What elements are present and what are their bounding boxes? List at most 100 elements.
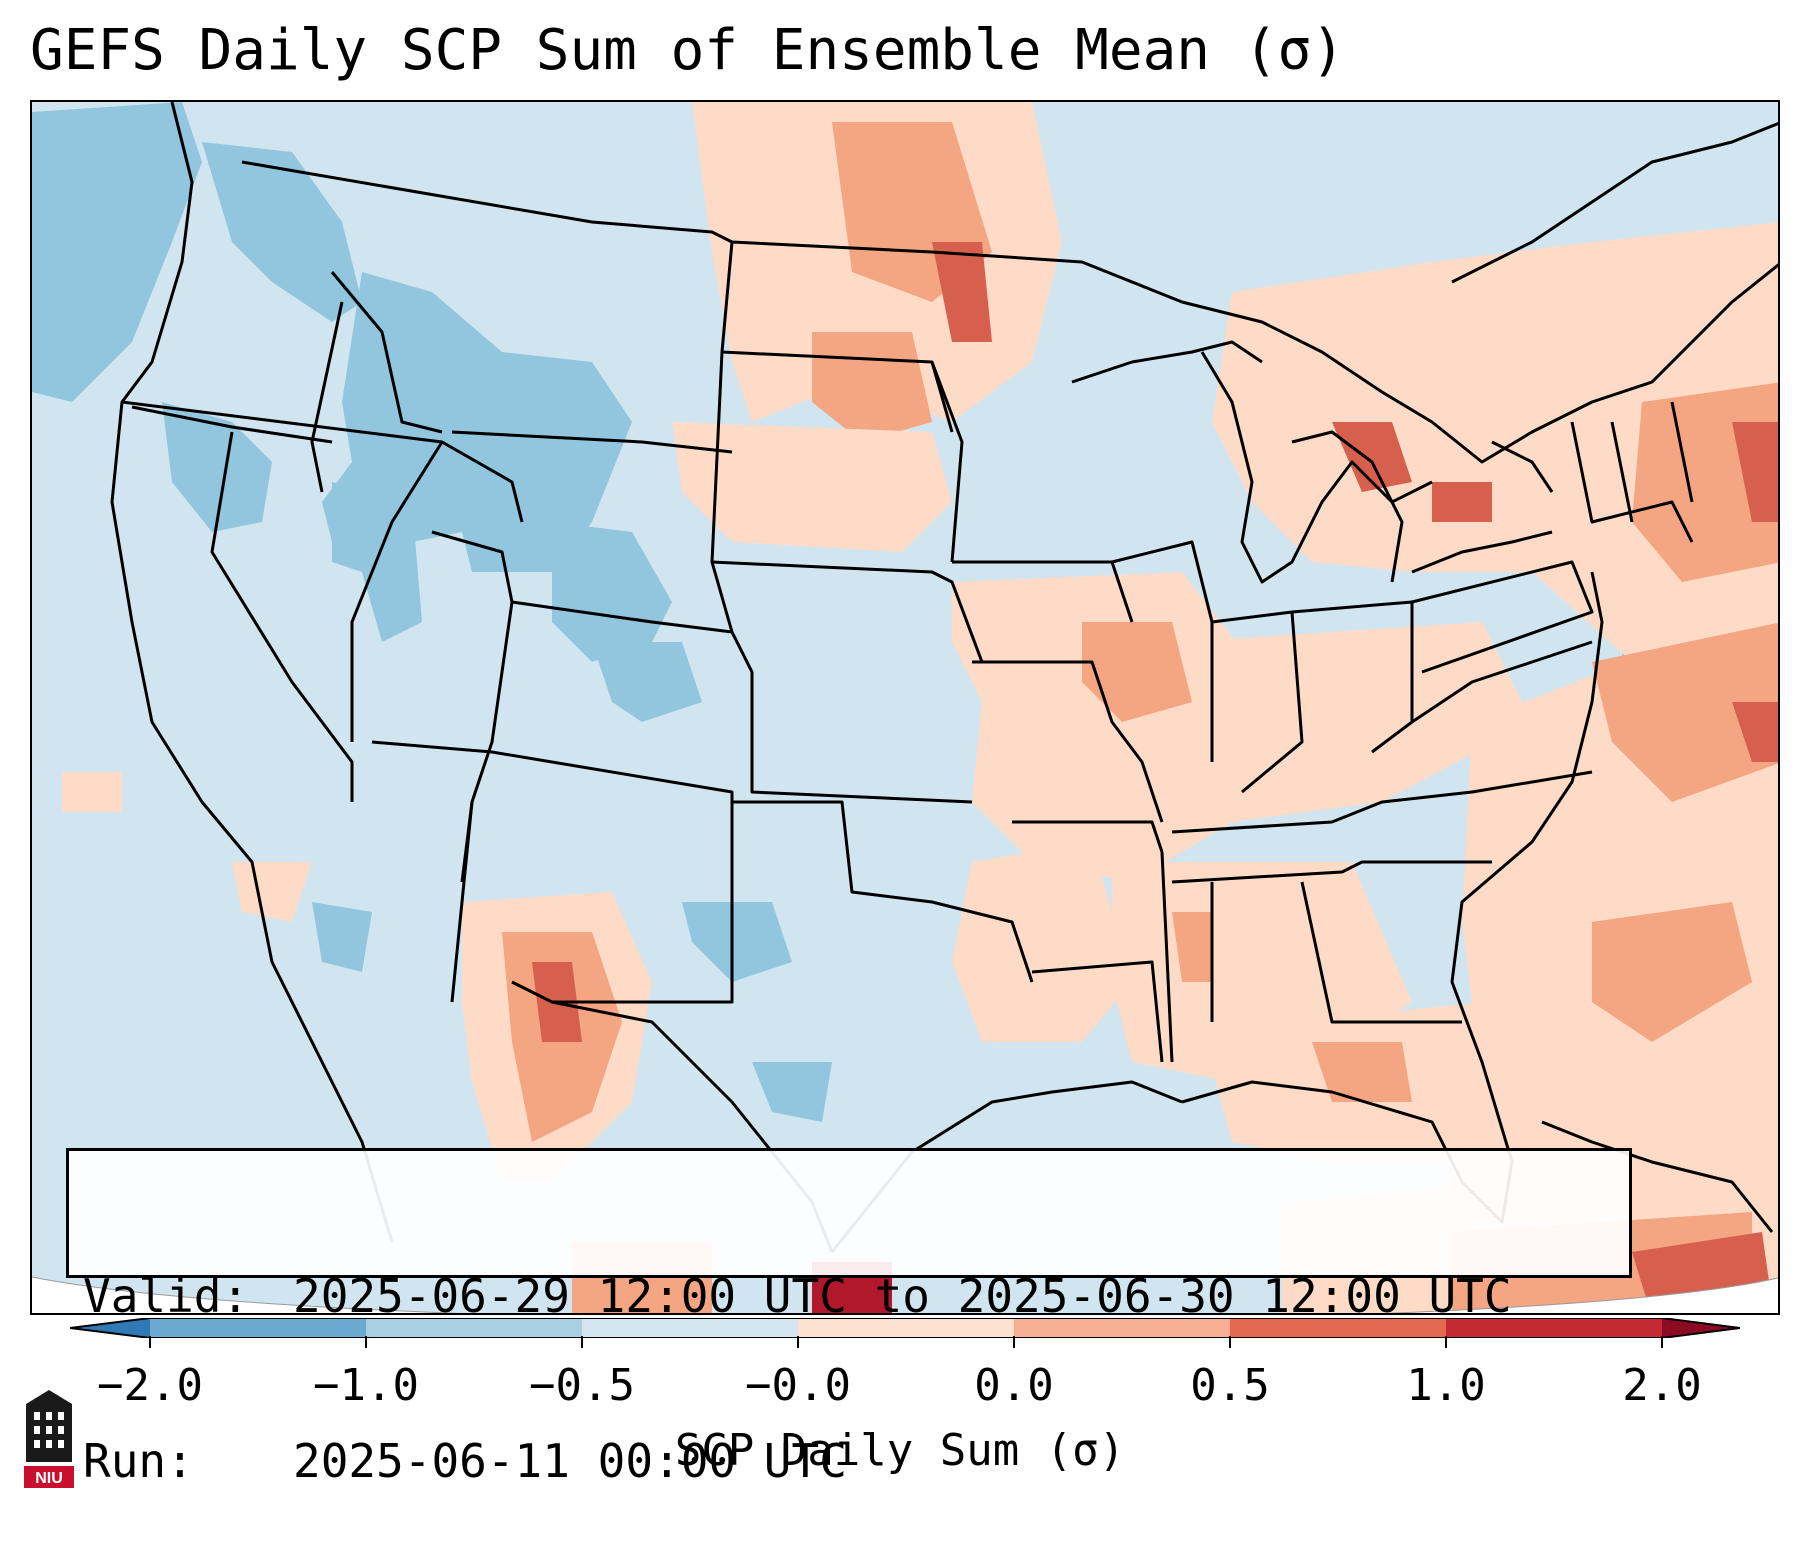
us-canada-border-east [1181,260,1778,464]
iowa-missouri-border [972,660,1164,823]
idaho-oregon-border [310,301,344,493]
california-nevada-border [210,431,354,802]
atlantic-positive-mid-north [1592,622,1778,802]
pacific-positive [62,772,122,812]
colorbar-extend-high [1662,1318,1740,1338]
kansas-border [730,631,973,804]
valid-label: Valid: [83,1269,250,1323]
tick-label-6: 0.5 [1190,1360,1270,1411]
lake-michigan-shore [1200,351,1433,584]
run-row: Run: 2025-06-11 00:00 UTC [83,1434,1629,1489]
idaho-montana-border [330,271,443,434]
valid-row: Valid: 2025-06-29 12:00 UTC to 2025-06-30… [83,1269,1629,1324]
virginia-border [1411,640,1593,724]
colorbar-segment-4 [798,1318,1014,1338]
tick-label-5: 0.0 [974,1360,1054,1411]
run-label: Run: [83,1434,194,1488]
oregon-negative [162,402,272,532]
pacific-nw-offshore-negative [32,102,202,402]
maine-border [1670,401,1694,503]
tick-label-7: 1.0 [1406,1360,1486,1411]
positive-anomaly-regions [62,102,1778,1313]
tick-label-8: 2.0 [1622,1360,1702,1411]
mississippi-positive-mid [1172,912,1212,982]
colorbar-segment-1 [150,1318,366,1338]
arizona-newmexico-border [450,801,474,1003]
st-lawrence-shore [1451,120,1778,284]
utah-nevada-border [350,441,444,742]
bahamas-cuba-outline [1541,1120,1774,1233]
niu-logo-banner [24,1466,74,1488]
texas-negative [682,902,792,982]
tick-label-1: −2.0 [97,1360,203,1411]
arkansas-louisiana-border [1031,960,1164,1063]
colorbar-segment-2 [366,1318,582,1338]
map-title: GEFS Daily SCP Sum of Ensemble Mean (σ) [30,18,1345,83]
colorbar-segment-3 [582,1318,798,1338]
tick-label-4: −0.0 [745,1360,851,1411]
valid-run-info-box: Valid: 2025-06-29 12:00 UTC to 2025-06-30… [66,1148,1632,1488]
niu-logo: NIU [24,1390,74,1488]
forecast-map [30,100,1780,1315]
tennessee-southern-border [1171,860,1492,884]
vermont-nh-border [1610,421,1634,523]
tennessee-kentucky-border [1171,770,1593,834]
colorbar-extend-low [70,1318,150,1338]
map-canvas [32,102,1778,1313]
valid-value: 2025-06-29 12:00 UTC to 2025-06-30 12:00… [293,1269,1512,1323]
washington-negative [202,142,362,322]
wisconsin-illinois-border [1111,540,1214,762]
wyoming-negative [552,522,672,662]
southern-california-positive [232,862,312,922]
colorbar-segment-6 [1230,1318,1446,1338]
south-texas-negative [752,1062,832,1122]
pennsylvania-border [1411,560,1594,674]
south-dakota-positive [672,422,952,552]
lake-ontario-shore [1491,440,1554,493]
wyoming-montana-border [451,430,733,454]
oregon-nevada-border [121,400,524,523]
indiana-border [1211,610,1304,794]
colorbar-segment-7 [1446,1318,1662,1338]
colorbar-ticks [149,1336,1663,1348]
oregon-washington-border [131,405,333,444]
florida-panhandle-positive-mid [1312,1042,1412,1102]
lake-huron-shore [1291,430,1404,583]
atlantic-positive-mid-south [1592,902,1752,1042]
domain-edge [32,1276,1778,1313]
pacific-coastline [110,102,394,1243]
illinois-positive-mid [1082,622,1192,722]
baja-negative [312,902,372,972]
niu-logo-text: NIU [35,1470,63,1487]
ohio-valley-positive [1182,622,1532,822]
new-mexico-border [511,802,734,1004]
idaho-montana-negative [322,272,632,572]
tick-label-2: −1.0 [313,1360,419,1411]
mississippi-river-line [1160,851,1174,1063]
minnesota-western-border [930,361,964,563]
lake-ontario-positive-dark [1432,482,1492,522]
maritime-positive-dark [1732,422,1778,522]
utah-colorado-negative [592,642,702,722]
atlantic-positive-dark [1732,702,1778,762]
new-york-new-england-border [1570,421,1694,543]
southeast-coastline [1181,571,1604,1224]
arkansas-positive [952,842,1132,1042]
ohio-border [1291,600,1414,754]
run-value: 2025-06-11 00:00 UTC [293,1434,847,1488]
colorbar-segment-5 [1014,1318,1230,1338]
negative-anomaly-regions [32,102,1672,1122]
alabama-georgia-border [1300,881,1462,1024]
great-lakes-northeast-positive [1212,222,1778,662]
lake-erie-shore [1411,530,1553,574]
oklahoma-border [732,800,1034,983]
dakotas-wyoming-border [710,241,734,633]
missouri-arkansas-border [1012,820,1164,853]
arizona-utah-border [371,740,734,802]
tick-label-3: −0.5 [529,1360,635,1411]
colorbar [70,1318,1740,1338]
manitoba-positive-dark [932,242,992,342]
nebraska-border [711,560,984,663]
georgian-bay-positive-dark [1332,422,1412,492]
lake-superior-shore [1071,340,1263,384]
